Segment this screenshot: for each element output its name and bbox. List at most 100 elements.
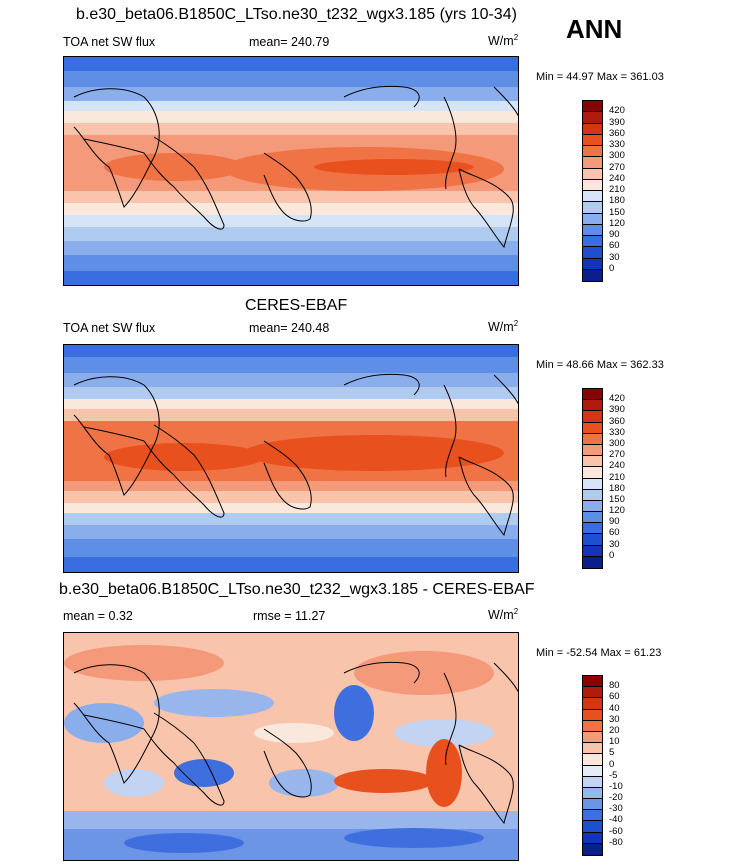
panel-2-mean-label: mean= 240.48	[249, 321, 330, 335]
colorbar-segment	[583, 687, 602, 699]
colorbar-segment	[583, 236, 602, 248]
colorbar-segment	[583, 411, 602, 423]
colorbar-tick-label: 10	[609, 736, 620, 748]
colorbar-tick-label: 90	[609, 229, 620, 240]
panel-1-variable-label: TOA net SW flux	[63, 35, 156, 49]
colorbar-segment	[583, 500, 602, 513]
colorbar-tick-label: 180	[609, 482, 625, 494]
colorbar-segment	[583, 258, 602, 270]
colorbar-tick-label: 0	[609, 549, 615, 561]
panel-2-minmax: Min = 48.66 Max = 362.33	[536, 359, 664, 371]
colorbar-segment	[583, 676, 602, 688]
panel-1-map	[63, 56, 519, 286]
colorbar-segment	[583, 512, 602, 524]
colorbar-segment	[583, 489, 602, 501]
colorbar-segment	[583, 534, 602, 546]
colorbar-tick-label: 300	[609, 437, 625, 449]
colorbar-tick-label: -60	[609, 825, 623, 837]
colorbar-tick-label: 210	[609, 471, 625, 483]
colorbar-tick-label: -5	[609, 769, 618, 781]
colorbar-tick-label: -30	[609, 803, 623, 815]
colorbar-tick-label: 30	[609, 713, 620, 725]
colorbar-segment	[583, 179, 602, 191]
colorbar-tick-label: 90	[609, 516, 620, 528]
panel-1-minmax: Min = 44.97 Max = 361.03	[536, 71, 664, 83]
colorbar-tick-label: 180	[609, 195, 625, 207]
colorbar-tick-label: 330	[609, 139, 625, 150]
colorbar-segment	[583, 556, 602, 568]
colorbar-segment	[583, 101, 602, 113]
colorbar-tick-label: -40	[609, 814, 623, 826]
colorbar-tick-label: 270	[609, 161, 625, 173]
colorbar-tick-label: 30	[609, 251, 620, 263]
colorbar-tick-label: 5	[609, 747, 615, 759]
colorbar-tick-label: 0	[609, 758, 615, 770]
panel-3-map-canvas	[64, 633, 518, 860]
colorbar-segment	[583, 709, 602, 721]
colorbar-segment	[583, 467, 602, 479]
colorbar-segment	[583, 168, 602, 180]
colorbar-tick-label: 40	[609, 702, 620, 714]
colorbar-segment	[583, 444, 602, 457]
colorbar-segment	[583, 776, 602, 788]
colorbar-tick-label: 60	[609, 691, 620, 703]
season-label: ANN	[566, 14, 623, 44]
colorbar-tick-label: 120	[609, 505, 625, 517]
colorbar-tick-label: 150	[609, 493, 625, 505]
colorbar-segment	[583, 720, 602, 732]
panel-1-colorbar	[582, 100, 603, 282]
colorbar-tick-label: 300	[609, 150, 625, 162]
colorbar-segment	[583, 478, 602, 490]
colorbar-tick-label: 80	[609, 680, 620, 692]
colorbar-segment	[583, 202, 602, 214]
colorbar-segment	[583, 456, 602, 468]
colorbar-segment	[583, 146, 602, 158]
colorbar-tick-label: 360	[609, 415, 625, 427]
colorbar-segment	[583, 787, 602, 800]
colorbar-segment	[583, 269, 602, 281]
colorbar-segment	[583, 523, 602, 535]
panel-1-map-canvas	[64, 57, 518, 285]
panel-3-minmax: Min = -52.54 Max = 61.23	[536, 647, 662, 659]
colorbar-segment	[583, 134, 602, 146]
panel-3-rmse-label: rmse = 11.27	[253, 609, 326, 623]
colorbar-segment	[583, 157, 602, 169]
colorbar-segment	[583, 765, 602, 777]
panel-2-colorbar	[582, 388, 603, 569]
colorbar-segment	[583, 698, 602, 710]
colorbar-segment	[583, 400, 602, 412]
colorbar-segment	[583, 123, 602, 135]
colorbar-segment	[583, 799, 602, 811]
colorbar-tick-label: 390	[609, 404, 625, 416]
colorbar-tick-label: -80	[609, 836, 623, 848]
colorbar-segment	[583, 224, 602, 236]
colorbar-segment	[583, 433, 602, 445]
panel-2-variable-label: TOA net SW flux	[63, 321, 156, 335]
colorbar-segment	[583, 810, 602, 822]
panel-2-map-canvas	[64, 345, 518, 572]
colorbar-tick-label: 240	[609, 460, 625, 472]
panel-1-units: W/m2	[488, 33, 519, 49]
colorbar-segment	[583, 247, 602, 259]
colorbar-tick-label: 330	[609, 426, 625, 438]
colorbar-tick-label: 210	[609, 184, 625, 195]
panel-3-title: b.e30_beta06.B1850C_LTso.ne30_t232_wgx3.…	[59, 581, 535, 598]
colorbar-segment	[583, 112, 602, 124]
colorbar-segment	[583, 731, 602, 744]
panel-2-units: W/m2	[488, 319, 519, 335]
colorbar-tick-label: 420	[609, 105, 625, 117]
panel-3-map	[63, 632, 519, 861]
panel-3-units: W/m2	[488, 607, 519, 623]
colorbar-segment	[583, 213, 602, 225]
panel-2-title: CERES-EBAF	[245, 297, 348, 314]
colorbar-tick-label: 120	[609, 217, 625, 229]
panel-3-mean-label: mean = 0.32	[63, 609, 133, 623]
colorbar-segment	[583, 743, 602, 755]
colorbar-tick-label: -20	[609, 792, 623, 804]
colorbar-segment	[583, 754, 602, 766]
colorbar-tick-label: 60	[609, 527, 620, 539]
colorbar-tick-label: 20	[609, 724, 620, 736]
colorbar-segment	[583, 422, 602, 434]
colorbar-segment	[583, 545, 602, 557]
colorbar-tick-label: 30	[609, 538, 620, 550]
